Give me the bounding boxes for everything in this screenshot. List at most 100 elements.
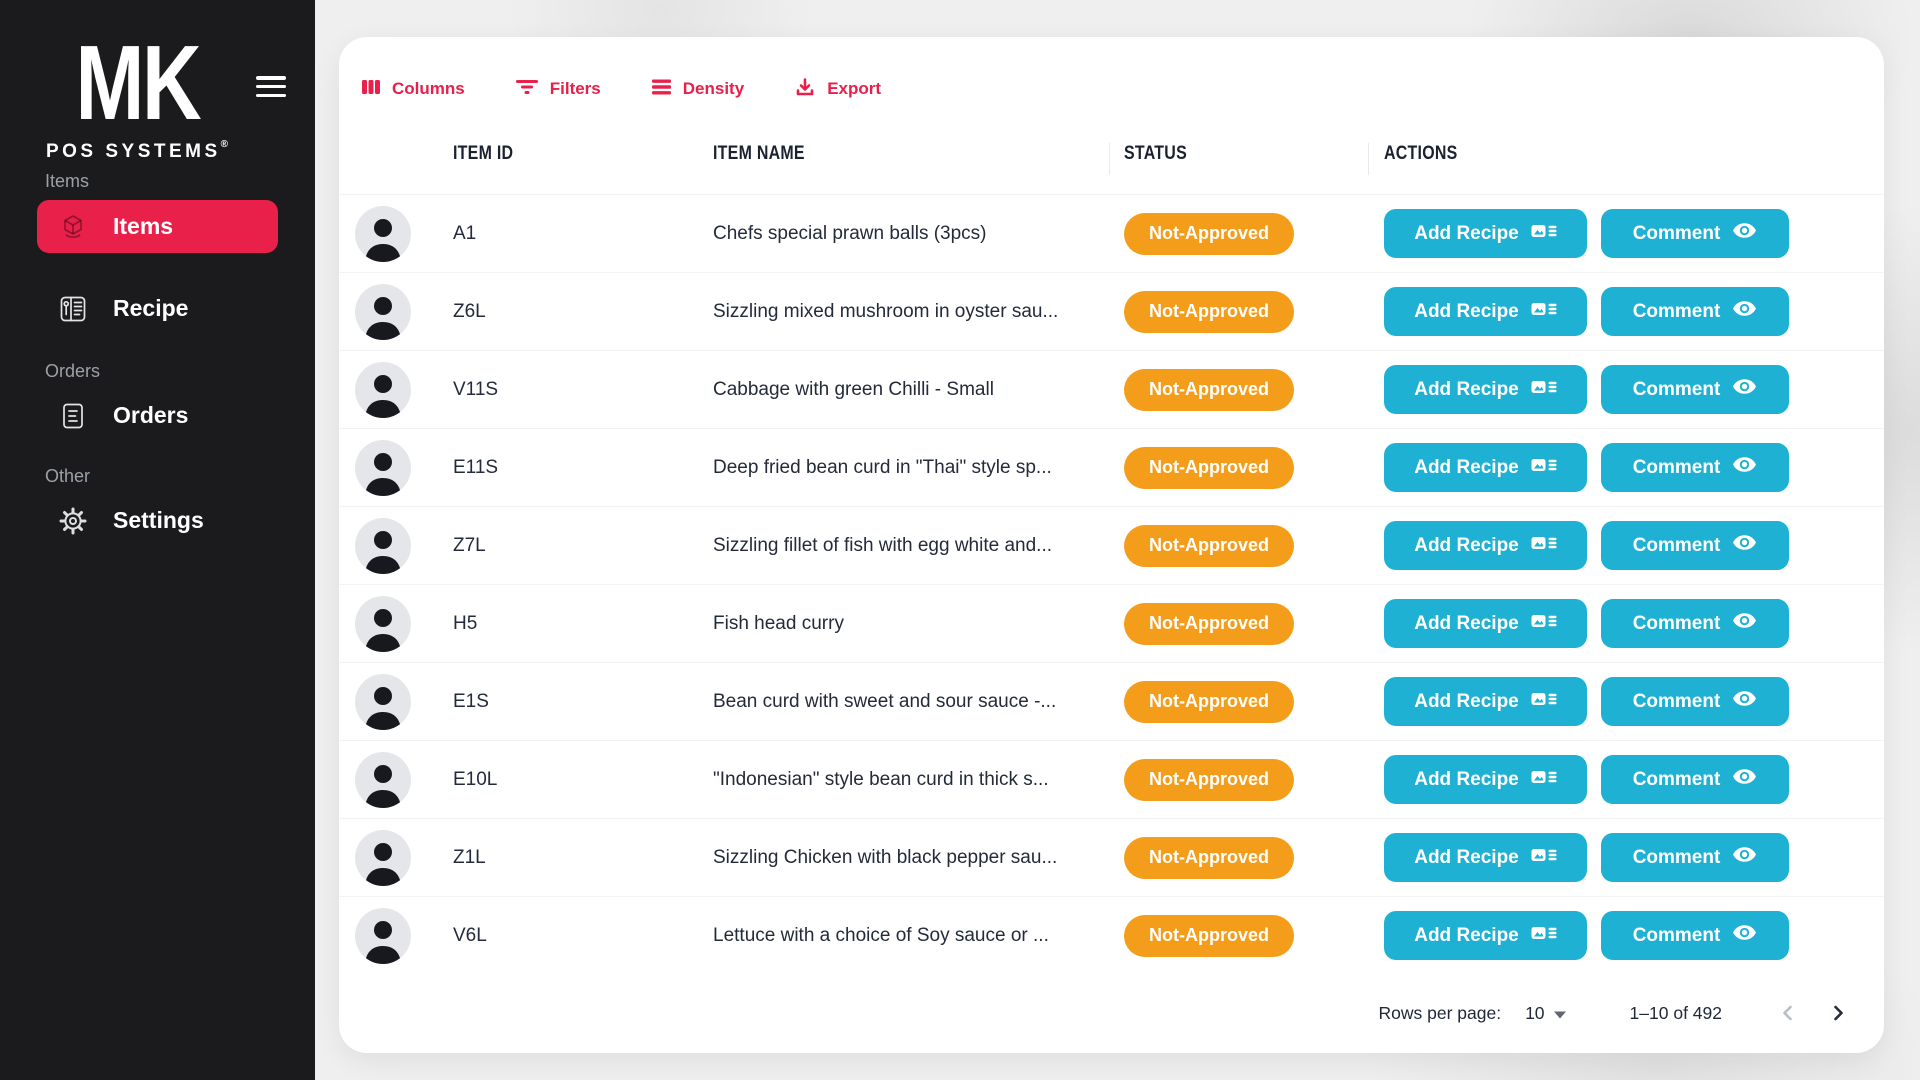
header-status[interactable]: STATUS bbox=[1124, 143, 1187, 164]
comment-button[interactable]: Comment bbox=[1601, 287, 1789, 336]
sidebar-item-orders[interactable]: Orders bbox=[37, 389, 278, 442]
eye-icon bbox=[1732, 300, 1757, 323]
comment-label: Comment bbox=[1632, 378, 1721, 400]
item-name: Fish head curry bbox=[713, 612, 844, 634]
eye-icon bbox=[1732, 222, 1757, 245]
sidebar-item-settings[interactable]: Settings bbox=[37, 494, 278, 547]
comment-button[interactable]: Comment bbox=[1601, 521, 1789, 570]
header-item-id[interactable]: ITEM ID bbox=[453, 143, 514, 164]
add-recipe-button[interactable]: Add Recipe bbox=[1384, 209, 1587, 258]
recipe-card-icon bbox=[1531, 221, 1557, 247]
app-logo: MK POS SYSTEMS® bbox=[0, 24, 274, 163]
add-recipe-label: Add Recipe bbox=[1414, 222, 1519, 244]
status-badge: Not-Approved bbox=[1124, 446, 1294, 489]
status-badge: Not-Approved bbox=[1124, 836, 1294, 879]
sidebar-item-items[interactable]: Items bbox=[37, 200, 278, 253]
eye-icon bbox=[1732, 768, 1757, 791]
add-recipe-button[interactable]: Add Recipe bbox=[1384, 599, 1587, 648]
item-id: H5 bbox=[453, 612, 478, 634]
rows-per-page-label: Rows per page: bbox=[1378, 1002, 1502, 1023]
item-name: Sizzling mixed mushroom in oyster sau... bbox=[713, 300, 1059, 322]
comment-button[interactable]: Comment bbox=[1601, 833, 1789, 882]
add-recipe-button[interactable]: Add Recipe bbox=[1384, 833, 1587, 882]
pagination-bar: Rows per page: 10 1–10 of 492 bbox=[339, 985, 1884, 1041]
eye-icon bbox=[1732, 612, 1757, 635]
status-badge: Not-Approved bbox=[1124, 290, 1294, 333]
chevron-right-icon[interactable] bbox=[1818, 993, 1858, 1033]
person-icon bbox=[365, 764, 401, 808]
comment-label: Comment bbox=[1632, 222, 1721, 244]
columns-button[interactable]: Columns bbox=[361, 77, 465, 102]
rows-per-page-select[interactable]: 10 bbox=[1525, 1003, 1566, 1024]
table-row: Z7L Sizzling fillet of fish with egg whi… bbox=[339, 506, 1884, 584]
status-badge: Not-Approved bbox=[1124, 212, 1294, 255]
eye-icon bbox=[1732, 534, 1757, 557]
table-row: H5 Fish head curry Not-Approved Add Reci… bbox=[339, 584, 1884, 662]
chevron-left-icon[interactable] bbox=[1768, 993, 1808, 1033]
comment-button[interactable]: Comment bbox=[1601, 599, 1789, 648]
comment-button[interactable]: Comment bbox=[1601, 677, 1789, 726]
status-badge: Not-Approved bbox=[1124, 368, 1294, 411]
status-badge: Not-Approved bbox=[1124, 602, 1294, 645]
logo-title: MK bbox=[75, 24, 201, 142]
eye-icon bbox=[1732, 378, 1757, 401]
add-recipe-label: Add Recipe bbox=[1414, 846, 1519, 868]
caret-down-icon bbox=[1553, 1003, 1566, 1024]
table-row: E11S Deep fried bean curd in "Thai" styl… bbox=[339, 428, 1884, 506]
comment-label: Comment bbox=[1632, 768, 1721, 790]
add-recipe-button[interactable]: Add Recipe bbox=[1384, 521, 1587, 570]
section-label-other: Other bbox=[45, 466, 91, 486]
export-button[interactable]: Export bbox=[794, 77, 881, 102]
person-icon bbox=[365, 842, 401, 886]
person-icon bbox=[365, 530, 401, 574]
recipe-card-icon bbox=[1531, 299, 1557, 325]
status-badge: Not-Approved bbox=[1124, 914, 1294, 957]
recipe-card-icon bbox=[1531, 845, 1557, 871]
filters-button[interactable]: Filters bbox=[515, 78, 601, 101]
add-recipe-button[interactable]: Add Recipe bbox=[1384, 677, 1587, 726]
item-name: Sizzling Chicken with black pepper sau..… bbox=[713, 846, 1058, 868]
comment-button[interactable]: Comment bbox=[1601, 443, 1789, 492]
add-recipe-label: Add Recipe bbox=[1414, 456, 1519, 478]
table-row: E1S Bean curd with sweet and sour sauce … bbox=[339, 662, 1884, 740]
table-header-row: ITEM ID ITEM NAME STATUS ACTIONS bbox=[339, 133, 1884, 175]
comment-button[interactable]: Comment bbox=[1601, 209, 1789, 258]
comment-label: Comment bbox=[1632, 456, 1721, 478]
recipe-card-icon bbox=[1531, 923, 1557, 949]
add-recipe-label: Add Recipe bbox=[1414, 378, 1519, 400]
add-recipe-button[interactable]: Add Recipe bbox=[1384, 365, 1587, 414]
sidebar-item-recipe[interactable]: Recipe bbox=[37, 282, 278, 335]
comment-button[interactable]: Comment bbox=[1601, 365, 1789, 414]
comment-label: Comment bbox=[1632, 690, 1721, 712]
table-row: Z1L Sizzling Chicken with black pepper s… bbox=[339, 818, 1884, 896]
menu-icon[interactable] bbox=[256, 76, 288, 100]
add-recipe-button[interactable]: Add Recipe bbox=[1384, 911, 1587, 960]
add-recipe-button[interactable]: Add Recipe bbox=[1384, 443, 1587, 492]
sidebar-item-label: Settings bbox=[113, 507, 204, 533]
density-icon bbox=[651, 78, 672, 101]
avatar bbox=[355, 205, 411, 262]
table-row: Z6L Sizzling mixed mushroom in oyster sa… bbox=[339, 272, 1884, 350]
header-item-name[interactable]: ITEM NAME bbox=[713, 143, 805, 164]
document-icon bbox=[58, 401, 88, 431]
status-badge: Not-Approved bbox=[1124, 758, 1294, 801]
add-recipe-button[interactable]: Add Recipe bbox=[1384, 287, 1587, 336]
comment-button[interactable]: Comment bbox=[1601, 911, 1789, 960]
column-separator bbox=[1109, 143, 1110, 175]
sidebar-item-label: Orders bbox=[113, 402, 189, 428]
item-id: A1 bbox=[453, 222, 477, 244]
logo-subtitle: POS SYSTEMS® bbox=[45, 139, 229, 163]
recipe-card-icon bbox=[1531, 611, 1557, 637]
eye-icon bbox=[1732, 924, 1757, 947]
avatar bbox=[355, 283, 411, 340]
recipe-card-icon bbox=[1531, 767, 1557, 793]
density-button[interactable]: Density bbox=[651, 78, 744, 101]
comment-button[interactable]: Comment bbox=[1601, 755, 1789, 804]
item-name: Deep fried bean curd in "Thai" style sp.… bbox=[713, 456, 1052, 478]
add-recipe-button[interactable]: Add Recipe bbox=[1384, 755, 1587, 804]
comment-label: Comment bbox=[1632, 612, 1721, 634]
header-actions[interactable]: ACTIONS bbox=[1384, 143, 1458, 164]
eye-icon bbox=[1732, 846, 1757, 869]
item-name: Lettuce with a choice of Soy sauce or ..… bbox=[713, 924, 1049, 946]
table-row: A1 Chefs special prawn balls (3pcs) Not-… bbox=[339, 194, 1884, 272]
